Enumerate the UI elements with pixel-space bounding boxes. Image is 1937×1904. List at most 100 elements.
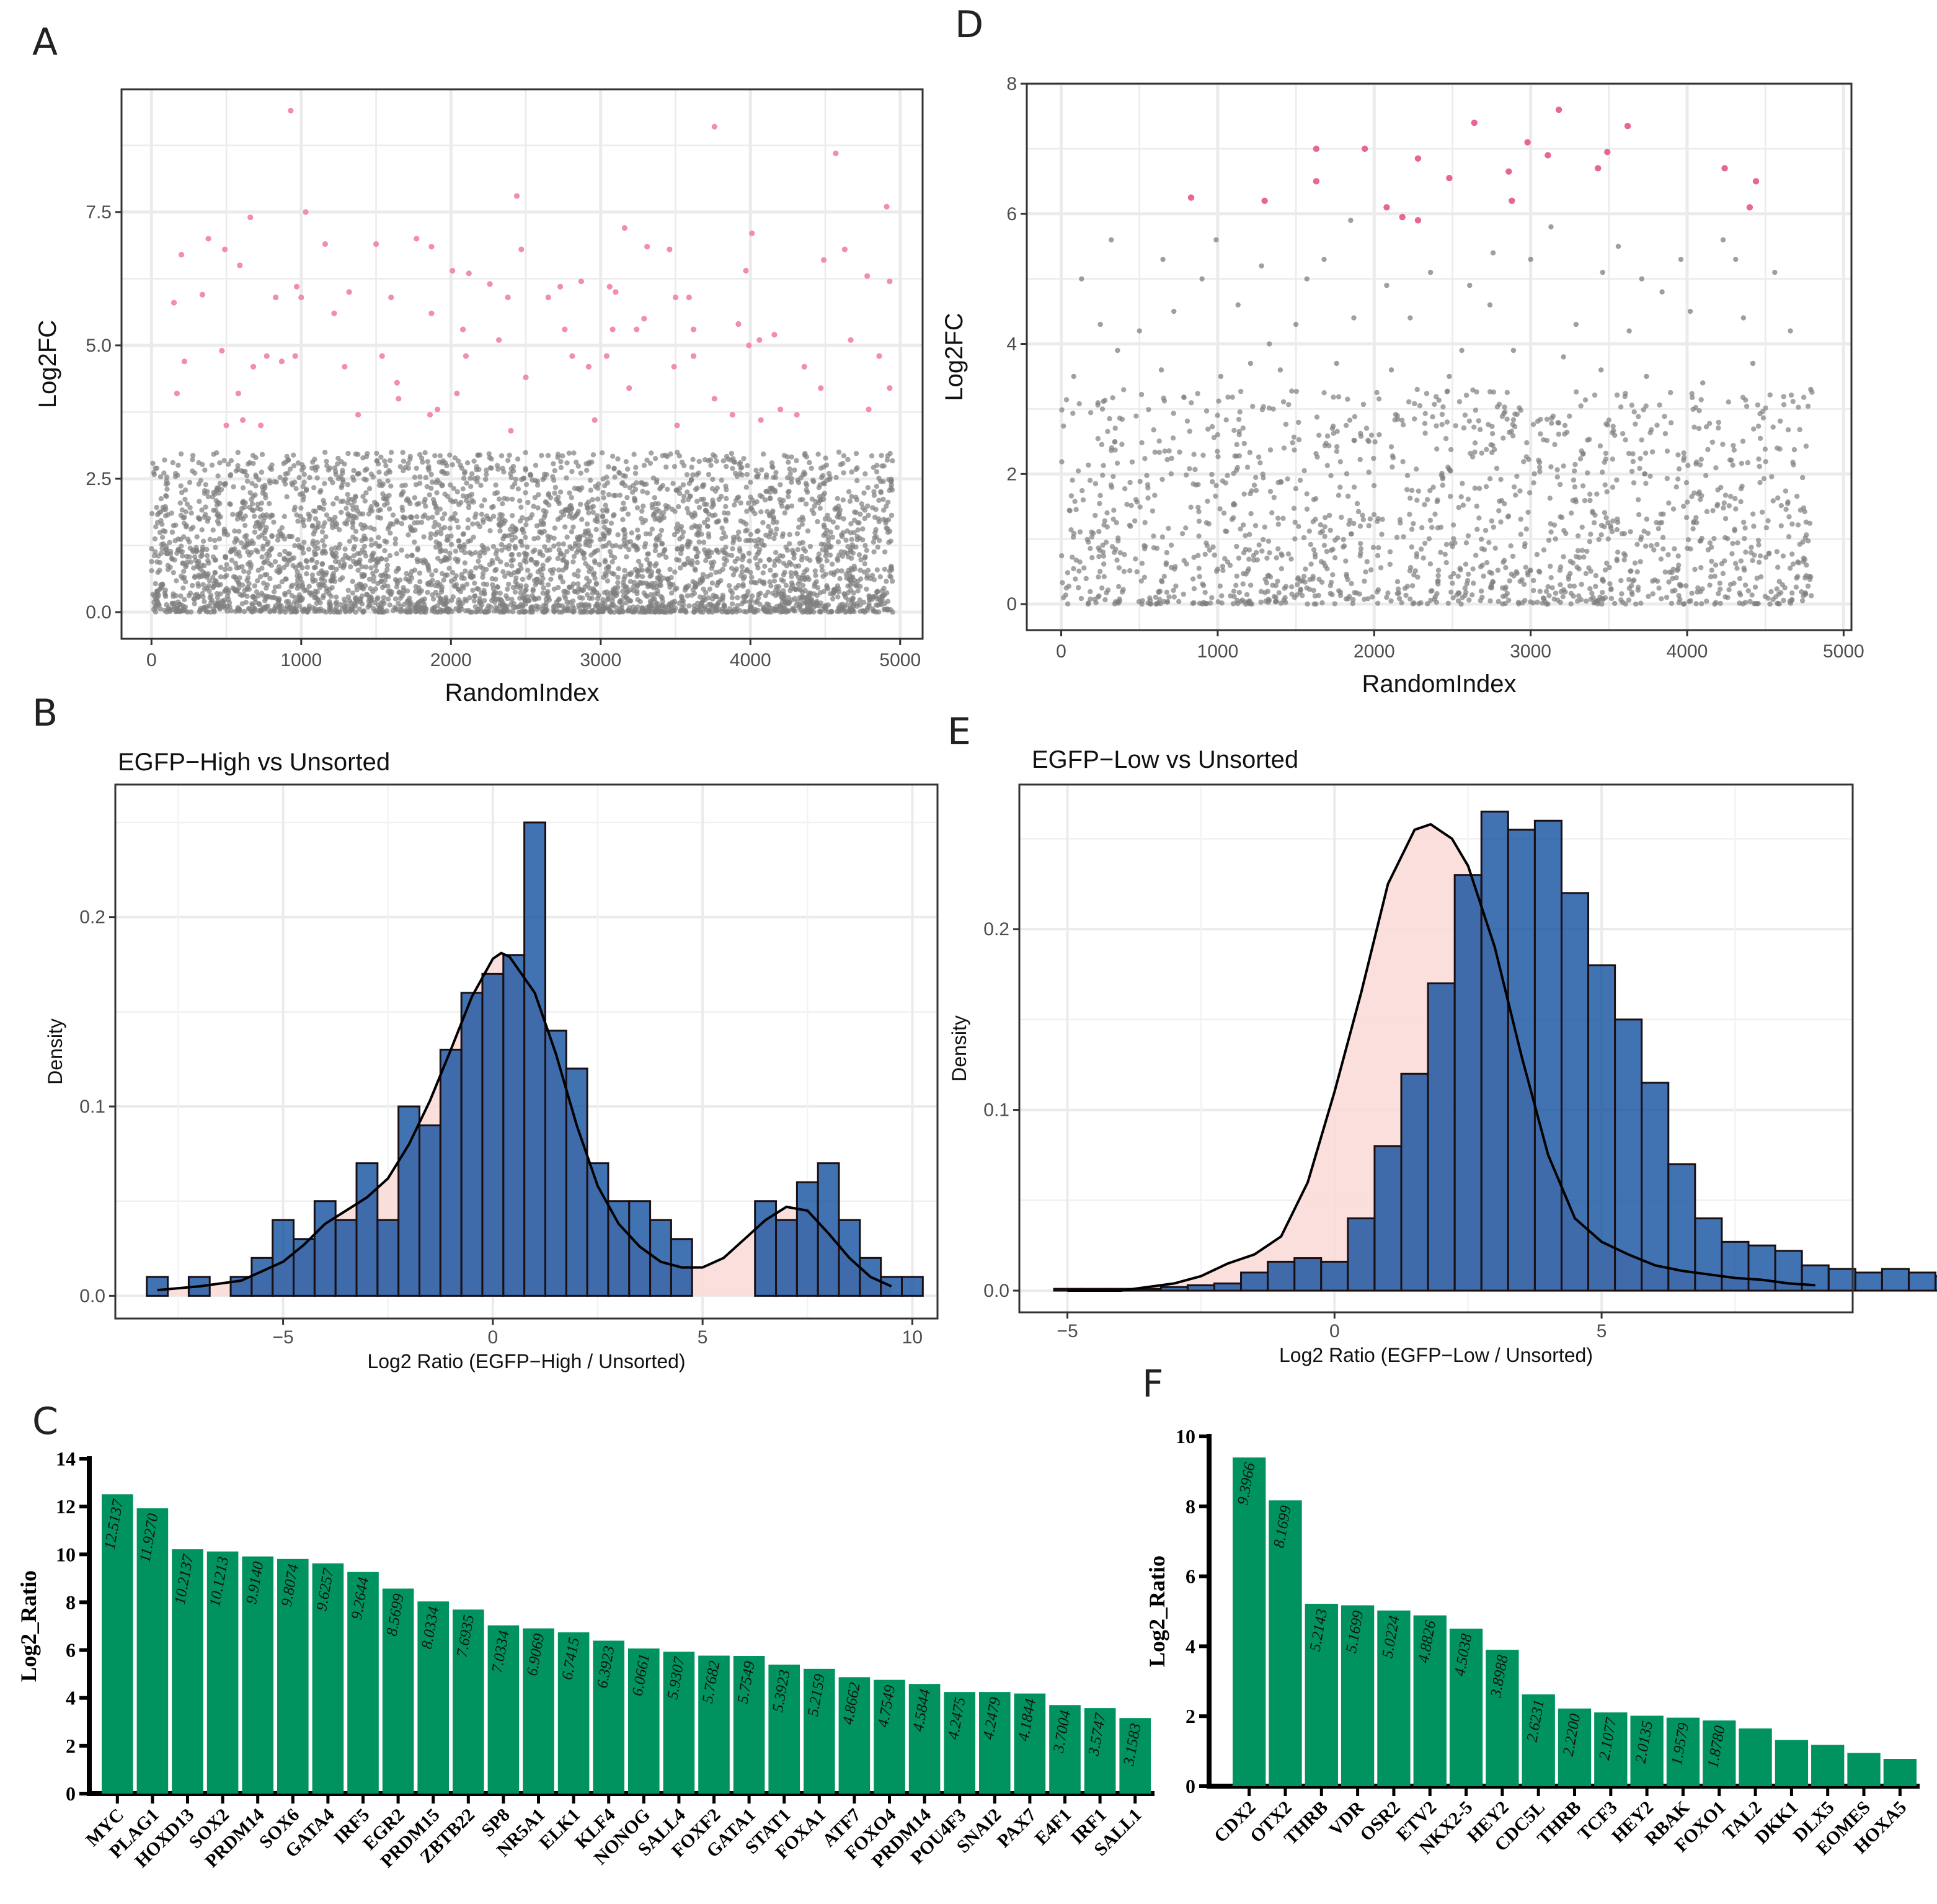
data-point: [1735, 540, 1740, 546]
data-point: [241, 608, 247, 615]
data-point: [348, 606, 355, 612]
data-point: [1235, 600, 1241, 607]
data-point: [613, 492, 618, 499]
data-point: [556, 567, 562, 573]
data-point: [719, 478, 725, 483]
data-point: [1545, 584, 1551, 590]
data-point: [1455, 574, 1461, 579]
data-point: [1419, 525, 1425, 531]
data-point: [264, 556, 270, 562]
highlight-point: [758, 417, 764, 423]
data-point: [1077, 529, 1083, 535]
data-point: [1283, 600, 1288, 605]
data-point: [685, 556, 691, 561]
data-point: [162, 592, 168, 598]
data-point: [1621, 557, 1627, 563]
data-point: [1489, 585, 1495, 590]
highlight-point: [264, 353, 270, 359]
data-point: [481, 571, 486, 576]
data-point: [735, 603, 740, 608]
data-point: [278, 608, 284, 614]
data-point: [489, 558, 495, 564]
data-point: [1765, 518, 1771, 523]
data-point: [541, 528, 547, 534]
data-point: [353, 494, 358, 500]
data-point: [840, 497, 846, 503]
data-point: [729, 553, 735, 558]
data-point: [1275, 522, 1281, 527]
data-point: [610, 513, 616, 518]
data-point: [884, 525, 889, 531]
data-point: [520, 576, 526, 582]
data-point: [660, 510, 667, 515]
data-point: [1241, 440, 1248, 447]
data-point: [518, 538, 523, 545]
data-point: [516, 551, 522, 558]
data-point: [1608, 587, 1614, 592]
data-point: [523, 587, 529, 592]
highlight-point: [743, 267, 749, 274]
data-point: [535, 505, 541, 511]
data-point: [654, 605, 659, 610]
data-point: [655, 569, 661, 574]
data-point: [615, 608, 621, 614]
data-point: [1217, 506, 1223, 512]
data-point: [1487, 598, 1493, 604]
data-point: [358, 522, 364, 528]
data-point: [773, 572, 779, 578]
data-point: [1341, 543, 1347, 549]
data-point: [1438, 549, 1443, 555]
data-point: [197, 499, 202, 504]
data-point: [165, 567, 171, 572]
data-point: [748, 569, 753, 576]
data-point: [501, 469, 507, 475]
data-point: [1641, 407, 1646, 412]
data-point: [249, 497, 254, 502]
data-point: [1301, 574, 1307, 579]
data-point: [388, 530, 393, 536]
data-point: [1116, 584, 1122, 589]
data-point: [689, 592, 694, 598]
data-point: [808, 602, 814, 608]
data-point: [202, 467, 208, 473]
data-point: [1121, 569, 1127, 574]
data-point: [1757, 479, 1763, 486]
data-point: [1659, 596, 1664, 602]
data-point: [434, 510, 440, 516]
data-point: [366, 486, 373, 492]
data-point: [216, 521, 221, 527]
data-point: [658, 527, 665, 533]
data-point: [854, 465, 860, 471]
data-point: [701, 606, 707, 612]
data-point: [1321, 390, 1327, 396]
data-point: [773, 469, 779, 476]
data-point: [705, 517, 711, 522]
data-point: [439, 584, 445, 590]
data-point: [369, 508, 375, 514]
data-point: [588, 505, 594, 510]
data-point: [1418, 546, 1424, 552]
data-point: [871, 577, 877, 582]
data-point: [421, 499, 427, 505]
data-point: [764, 472, 769, 478]
x-tick-label: 1000: [280, 650, 322, 670]
data-point: [200, 538, 206, 544]
data-point: [766, 602, 772, 608]
data-point: [474, 521, 481, 527]
data-point: [276, 564, 282, 570]
data-point: [825, 541, 831, 547]
data-point: [1717, 581, 1722, 586]
data-point: [162, 457, 167, 463]
data-point: [423, 504, 428, 509]
data-point: [439, 571, 445, 577]
data-point: [1286, 402, 1292, 407]
data-point: [1696, 408, 1702, 414]
data-point: [551, 461, 556, 466]
data-point: [246, 569, 252, 576]
data-point: [1739, 460, 1745, 466]
data-point: [504, 603, 510, 610]
data-point: [720, 458, 727, 464]
data-point: [1249, 488, 1254, 494]
data-point: [1166, 448, 1172, 454]
data-point: [1535, 599, 1540, 605]
